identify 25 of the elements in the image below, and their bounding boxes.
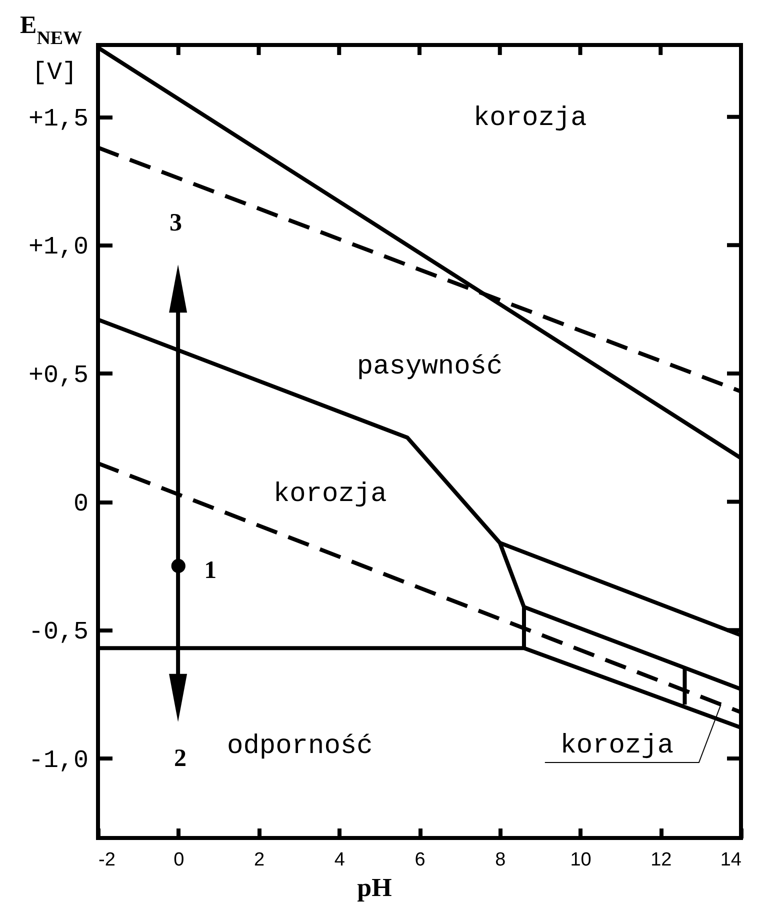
y-tick-label: +1,0 xyxy=(28,232,88,262)
x-axis-title: pH xyxy=(357,873,392,902)
y-tick-label: -0,5 xyxy=(28,618,88,647)
annotation: pasywność xyxy=(356,352,503,382)
y-tick-label: +1,5 xyxy=(28,104,88,134)
x-tick-label: 4 xyxy=(334,850,346,870)
x-tick-label: 12 xyxy=(650,850,672,870)
y-tick-label: +0,5 xyxy=(28,360,88,390)
x-tick-label: 6 xyxy=(414,850,426,870)
y-axis-title: E$_{NEW}$ [V] xyxy=(20,12,82,87)
y-tick-label: -1,0 xyxy=(28,746,88,775)
x-tick-label: 0 xyxy=(174,850,184,870)
x-tick-label: 10 xyxy=(570,850,592,870)
annotation: korozja xyxy=(473,104,587,134)
x-tick-label: 14 xyxy=(720,850,742,870)
y-tick-label: 0 xyxy=(73,489,88,518)
x-tick-label: 2 xyxy=(254,850,265,870)
annotation: 1 xyxy=(204,556,217,584)
annotation: 2 xyxy=(174,744,187,772)
annotation: korozja xyxy=(560,732,674,762)
x-tick-label: -2 xyxy=(98,850,116,870)
annotation: odporność xyxy=(226,732,373,762)
x-tick-label: 8 xyxy=(495,850,506,870)
annotation: korozja xyxy=(273,480,387,510)
annotation: 3 xyxy=(170,210,182,237)
